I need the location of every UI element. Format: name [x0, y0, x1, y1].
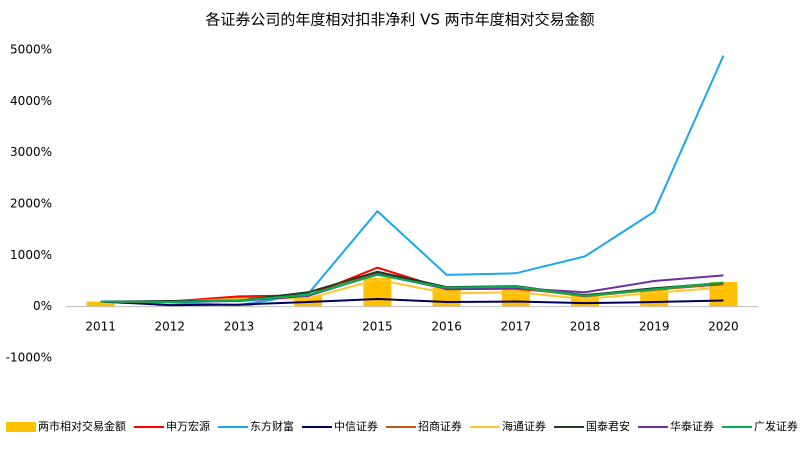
x-tick-label: 2017: [501, 320, 532, 334]
legend-swatch: [6, 422, 36, 432]
bar: [86, 301, 115, 307]
x-tick-label: 2015: [362, 320, 393, 334]
x-tick-label: 2012: [155, 320, 186, 334]
line-series: [100, 297, 724, 307]
x-tick-label: 2019: [639, 320, 670, 334]
legend-label: 广发证券: [754, 419, 798, 433]
x-tick-label: 2013: [224, 320, 255, 334]
y-tick-label: -1000%: [6, 351, 52, 365]
y-tick-label: 1000%: [10, 248, 52, 262]
y-tick-label: 5000%: [10, 43, 52, 57]
legend-label: 国泰君安: [586, 419, 630, 433]
y-tick-label: 4000%: [10, 94, 52, 108]
line-series: [100, 273, 724, 304]
x-tick-label: 2020: [708, 320, 739, 334]
line-series: [100, 55, 725, 307]
legend-label: 两市相对交易金额: [38, 419, 126, 433]
y-tick-label: 2000%: [10, 197, 52, 211]
x-tick-label: 2018: [570, 320, 601, 334]
x-tick-label: 2014: [293, 320, 324, 334]
legend-label: 东方财富: [250, 419, 294, 433]
y-tick-label: 0%: [33, 299, 52, 313]
y-tick-label: 3000%: [10, 145, 52, 159]
legend-label: 招商证券: [418, 419, 462, 433]
legend-label: 海通证券: [502, 419, 546, 433]
bar: [709, 282, 738, 307]
x-tick-label: 2016: [431, 320, 462, 334]
bar: [571, 294, 599, 307]
chart-title: 各证券公司的年度相对扣非净利 VS 两市年度相对交易金额: [205, 11, 594, 29]
x-tick-label: 2011: [85, 320, 116, 334]
legend-label: 华泰证券: [670, 419, 714, 433]
legend-label: 申万宏源: [166, 419, 210, 433]
legend-label: 中信证券: [334, 419, 378, 433]
